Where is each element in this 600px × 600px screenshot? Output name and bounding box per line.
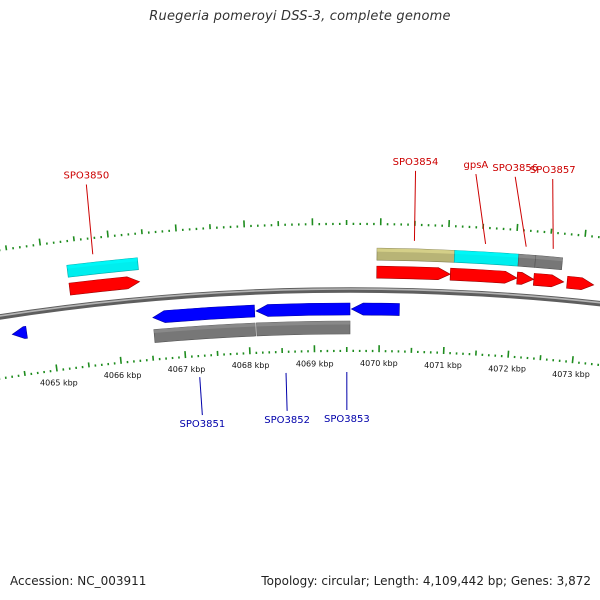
inner-tick-mark (184, 351, 187, 359)
outer-tick-mark (4, 245, 8, 251)
inner-tick-mark (87, 362, 90, 368)
feature-layer (11, 247, 595, 343)
feature-cds[interactable] (532, 273, 565, 288)
genome-backbone (0, 287, 600, 320)
feature-cds[interactable] (152, 304, 256, 323)
inner-tick-mark (119, 356, 122, 364)
label-leader-line (199, 377, 203, 416)
gene-label[interactable]: SPO3857 (530, 165, 576, 176)
cds-highlight (68, 276, 126, 287)
feature-highlight (66, 257, 138, 269)
cds-highlight (364, 303, 400, 307)
cds-arrow[interactable] (516, 271, 535, 285)
tick-label: 4072 kbp (488, 365, 526, 374)
cds-highlight (450, 268, 505, 275)
feature-cds[interactable] (376, 265, 451, 280)
tick-label: 4067 kbp (168, 365, 206, 374)
feature-highlight (518, 254, 536, 259)
feature-gene[interactable] (534, 255, 563, 271)
cds-highlight (534, 273, 551, 278)
label-leader-line (85, 184, 94, 255)
feature-highlight (256, 321, 350, 327)
feature-highlight (535, 255, 563, 262)
genome-backbone-highlight (0, 288, 600, 317)
tick-label: 4070 kbp (360, 359, 398, 368)
cds-highlight (567, 276, 582, 281)
gene-label[interactable]: SPO3851 (179, 419, 225, 430)
gene-label[interactable]: SPO3856 (492, 163, 538, 174)
tick-label: 4065 kbp (40, 378, 78, 387)
cds-highlight (268, 303, 350, 308)
label-leader-line (413, 170, 417, 241)
feature-highlight (153, 323, 256, 334)
genome-summary-text: Topology: circular; Length: 4,109,442 bp… (261, 574, 591, 588)
accession-text: Accession: NC_003911 (10, 574, 147, 588)
feature-cds[interactable] (11, 325, 28, 339)
label-leader-line (514, 176, 527, 247)
feature-highlight (454, 250, 519, 258)
inner-tick-mark (55, 364, 58, 372)
label-leader-line (475, 173, 487, 245)
feature-other[interactable] (376, 247, 456, 263)
cds-highlight (517, 272, 521, 276)
outer-tick-mark (106, 230, 109, 238)
cds-highlight (165, 305, 255, 314)
outer-tick-mark (72, 236, 75, 242)
tick-label: 4071 kbp (424, 361, 462, 370)
feature-gene[interactable] (517, 253, 537, 268)
outer-tick-mark (584, 229, 587, 237)
outer-tick-mark (174, 224, 177, 232)
gene-label[interactable]: SPO3852 (264, 415, 310, 426)
outer-tick-mark (38, 238, 42, 246)
map-title: Ruegeria pomeroyi DSS-3, complete genome (149, 9, 451, 24)
cds-arrow[interactable] (11, 325, 28, 339)
label-leader-line (285, 372, 288, 411)
gene-label[interactable]: SPO3853 (324, 414, 370, 425)
cds-highlight (24, 326, 27, 330)
gene-label[interactable]: gpsA (464, 160, 489, 171)
tick-label: 4069 kbp (296, 359, 334, 368)
feature-highlight (376, 248, 455, 254)
gene-label[interactable]: SPO3854 (393, 157, 439, 168)
feature-rna[interactable] (66, 257, 139, 278)
feature-cds[interactable] (516, 271, 535, 285)
inner-tick-mark (571, 356, 574, 364)
feature-gene[interactable] (256, 320, 351, 337)
gene-label[interactable]: SPO3850 (63, 170, 109, 181)
feature-cds[interactable] (68, 276, 141, 296)
feature-cds[interactable] (449, 267, 518, 284)
feature-cds[interactable] (566, 275, 595, 290)
inner-tick-mark (23, 370, 26, 377)
feature-cds[interactable] (350, 302, 400, 316)
tick-label: 4068 kbp (232, 361, 270, 370)
cds-highlight (376, 266, 438, 271)
tick-layer: 4065 kbp 4066 kbp 4067 kbp 4068 kbp 4069 kbp… (0, 218, 600, 387)
backbone-layer (0, 287, 600, 320)
feature-cds[interactable] (255, 302, 351, 317)
tick-label: 4073 kbp (552, 370, 590, 379)
tick-label: 4066 kbp (104, 371, 142, 380)
feature-gene[interactable] (153, 322, 256, 343)
feature-rna[interactable] (453, 250, 520, 267)
label-leader-line (552, 179, 554, 249)
